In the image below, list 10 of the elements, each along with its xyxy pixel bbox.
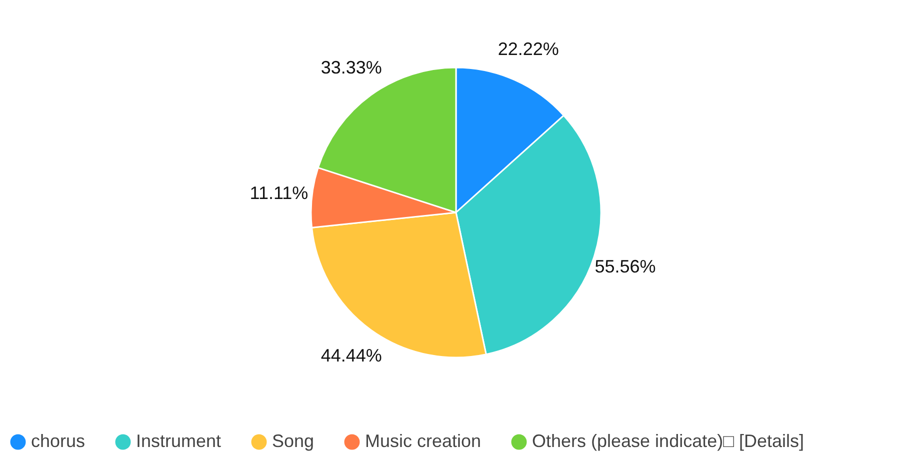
data-label: 33.33%	[320, 57, 382, 78]
data-label: 11.11%	[250, 182, 308, 203]
data-label: 44.44%	[320, 345, 382, 366]
legend-label: Music creation	[365, 431, 482, 451]
legend-label: Song	[272, 431, 314, 451]
data-label: 55.56%	[594, 256, 656, 277]
legend-label: chorus	[31, 431, 86, 451]
legend-label: Instrument	[136, 431, 222, 451]
legend-label: Others (please indicate)□ [Details]	[532, 431, 804, 451]
data-label: 22.22%	[498, 38, 559, 59]
